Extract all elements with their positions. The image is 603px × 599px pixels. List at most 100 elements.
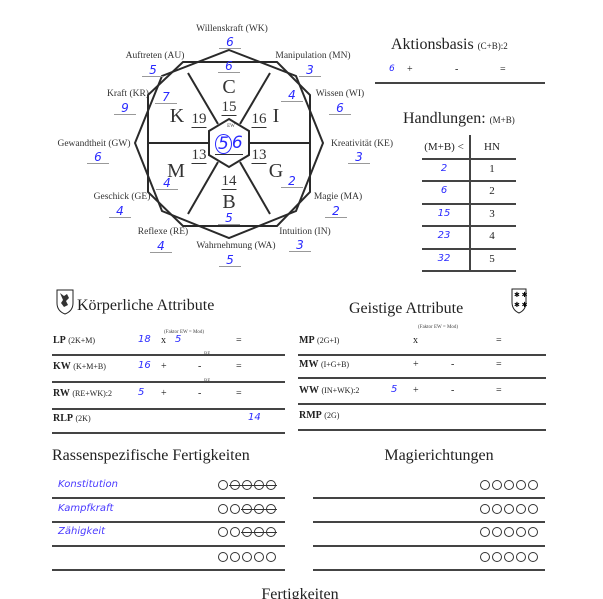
mod-m[interactable]: 4 <box>156 177 178 190</box>
skill-level-circle[interactable] <box>516 480 526 490</box>
skill-level-circle[interactable] <box>516 504 526 514</box>
skill-level-circle[interactable] <box>253 504 265 514</box>
aktionsbasis-value[interactable]: 6 <box>389 64 395 74</box>
attr-formula: (IN+WK):2 <box>321 386 360 395</box>
row-divider <box>298 354 546 356</box>
skill-level-circle[interactable] <box>480 504 490 514</box>
letter-c: C <box>222 76 236 98</box>
skill-level-circle[interactable] <box>516 552 526 562</box>
attr-result[interactable]: 14 <box>248 412 261 423</box>
row-divider <box>313 521 545 523</box>
center-hexagon <box>208 117 250 169</box>
skill-level-circle[interactable] <box>528 480 538 490</box>
mod-k[interactable]: 7 <box>155 91 177 104</box>
attr-value[interactable]: 5 <box>138 387 145 398</box>
magie-level <box>480 480 538 490</box>
table-cell-threshold[interactable]: 32 <box>437 253 451 264</box>
ew-label: EW <box>227 124 235 129</box>
attr-name: WW <box>299 385 319 396</box>
skill-level-circle[interactable] <box>492 552 502 562</box>
skill-level-circle[interactable] <box>253 480 265 490</box>
value-geschick[interactable]: 4 <box>109 205 131 218</box>
label-kraft: Kraft (KR) <box>107 89 149 99</box>
value-gewandtheit[interactable]: 6 <box>87 151 109 164</box>
skill-level-circle[interactable] <box>241 527 253 537</box>
fertigkeiten-title: Fertigkeiten <box>261 586 339 599</box>
value-wahrnehmung[interactable]: 5 <box>219 254 241 267</box>
skill-level-circle[interactable] <box>528 527 538 537</box>
value-kreativitaet[interactable]: 3 <box>348 151 370 164</box>
skill-level-circle[interactable] <box>504 504 514 514</box>
skill-level-circle[interactable] <box>528 552 538 562</box>
ew-value[interactable]: 5 6 <box>215 134 243 155</box>
attr-value[interactable]: 5 <box>391 384 398 395</box>
attr-formula: (2K+M) <box>68 336 96 345</box>
koerperlich-row-lp: LP (2K+M) <box>53 335 95 346</box>
skill-level-circle[interactable] <box>492 527 502 537</box>
skill-level-circle[interactable] <box>254 552 264 562</box>
value-auftreten[interactable]: 5 <box>142 64 164 77</box>
table-cell-threshold[interactable]: 6 <box>440 185 448 196</box>
attr-equals: = <box>496 359 502 370</box>
skill-level-circle[interactable] <box>265 480 277 490</box>
skill-level-circle[interactable] <box>265 527 277 537</box>
value-wissen[interactable]: 6 <box>329 102 351 115</box>
sum-m: 13 <box>191 147 207 164</box>
rassen-skill-name[interactable]: Zähigkeit <box>58 526 106 537</box>
rassen-skill-name[interactable]: Kampfkraft <box>58 503 114 514</box>
skill-level-circle[interactable] <box>492 480 502 490</box>
rassen-skill-level <box>218 527 277 537</box>
table-cell-threshold[interactable]: 2 <box>440 163 448 174</box>
value-magie[interactable]: 2 <box>325 205 347 218</box>
mod-c[interactable]: 6 <box>218 60 240 73</box>
skill-level-circle[interactable] <box>480 527 490 537</box>
skill-level-circle[interactable] <box>504 527 514 537</box>
table-cell-threshold[interactable]: 23 <box>437 230 451 241</box>
attr-value[interactable]: 18 <box>138 334 151 345</box>
skill-level-circle[interactable] <box>480 480 490 490</box>
skill-level-circle[interactable] <box>492 504 502 514</box>
row-divider <box>298 429 546 431</box>
geistig-faktor-note: (Faktor EW = Mod) <box>418 325 459 330</box>
table-cell-threshold[interactable]: 15 <box>437 208 451 219</box>
value-kraft[interactable]: 9 <box>114 102 136 115</box>
skill-level-circle[interactable] <box>504 552 514 562</box>
mod-b[interactable]: 5 <box>218 212 240 225</box>
skill-level-circle[interactable] <box>266 552 276 562</box>
magie-level <box>480 504 538 514</box>
rassen-skill-name[interactable]: Konstitution <box>58 479 118 490</box>
attr-value-2[interactable]: 5 <box>175 334 182 345</box>
attr-name: RW <box>53 388 70 399</box>
skill-level-circle[interactable] <box>480 552 490 562</box>
skill-level-circle[interactable] <box>229 480 241 490</box>
skill-level-circle[interactable] <box>265 504 277 514</box>
aktionsbasis-plus: + <box>407 64 413 75</box>
value-reflexe[interactable]: 4 <box>150 240 172 253</box>
attr-minus: - <box>451 359 455 370</box>
attr-value[interactable]: 16 <box>138 360 151 371</box>
skill-level-circle[interactable] <box>230 504 240 514</box>
mod-g[interactable]: 2 <box>281 175 303 188</box>
skill-level-circle[interactable] <box>241 480 253 490</box>
label-wissen: Wissen (WI) <box>315 89 365 99</box>
skill-level-circle[interactable] <box>504 480 514 490</box>
mod-i[interactable]: 4 <box>281 89 303 102</box>
label-reflexe: Reflexe (RE) <box>137 227 189 237</box>
skill-level-circle[interactable] <box>218 527 228 537</box>
skill-level-circle[interactable] <box>218 552 228 562</box>
skill-level-circle[interactable] <box>253 527 265 537</box>
skill-level-circle[interactable] <box>230 552 240 562</box>
skill-level-circle[interactable] <box>218 480 228 490</box>
attr-formula: (K+M+B) <box>73 362 106 371</box>
row-divider <box>313 497 545 499</box>
skill-level-circle[interactable] <box>528 504 538 514</box>
value-intuition[interactable]: 3 <box>289 239 311 252</box>
value-willenskraft[interactable]: 6 <box>219 36 241 49</box>
skill-level-circle[interactable] <box>218 504 228 514</box>
skill-level-circle[interactable] <box>230 527 240 537</box>
skill-level-circle[interactable] <box>241 504 253 514</box>
skill-level-circle[interactable] <box>516 527 526 537</box>
value-manipulation[interactable]: 3 <box>299 64 321 77</box>
label-magie: Magie (MA) <box>313 192 363 202</box>
skill-level-circle[interactable] <box>242 552 252 562</box>
